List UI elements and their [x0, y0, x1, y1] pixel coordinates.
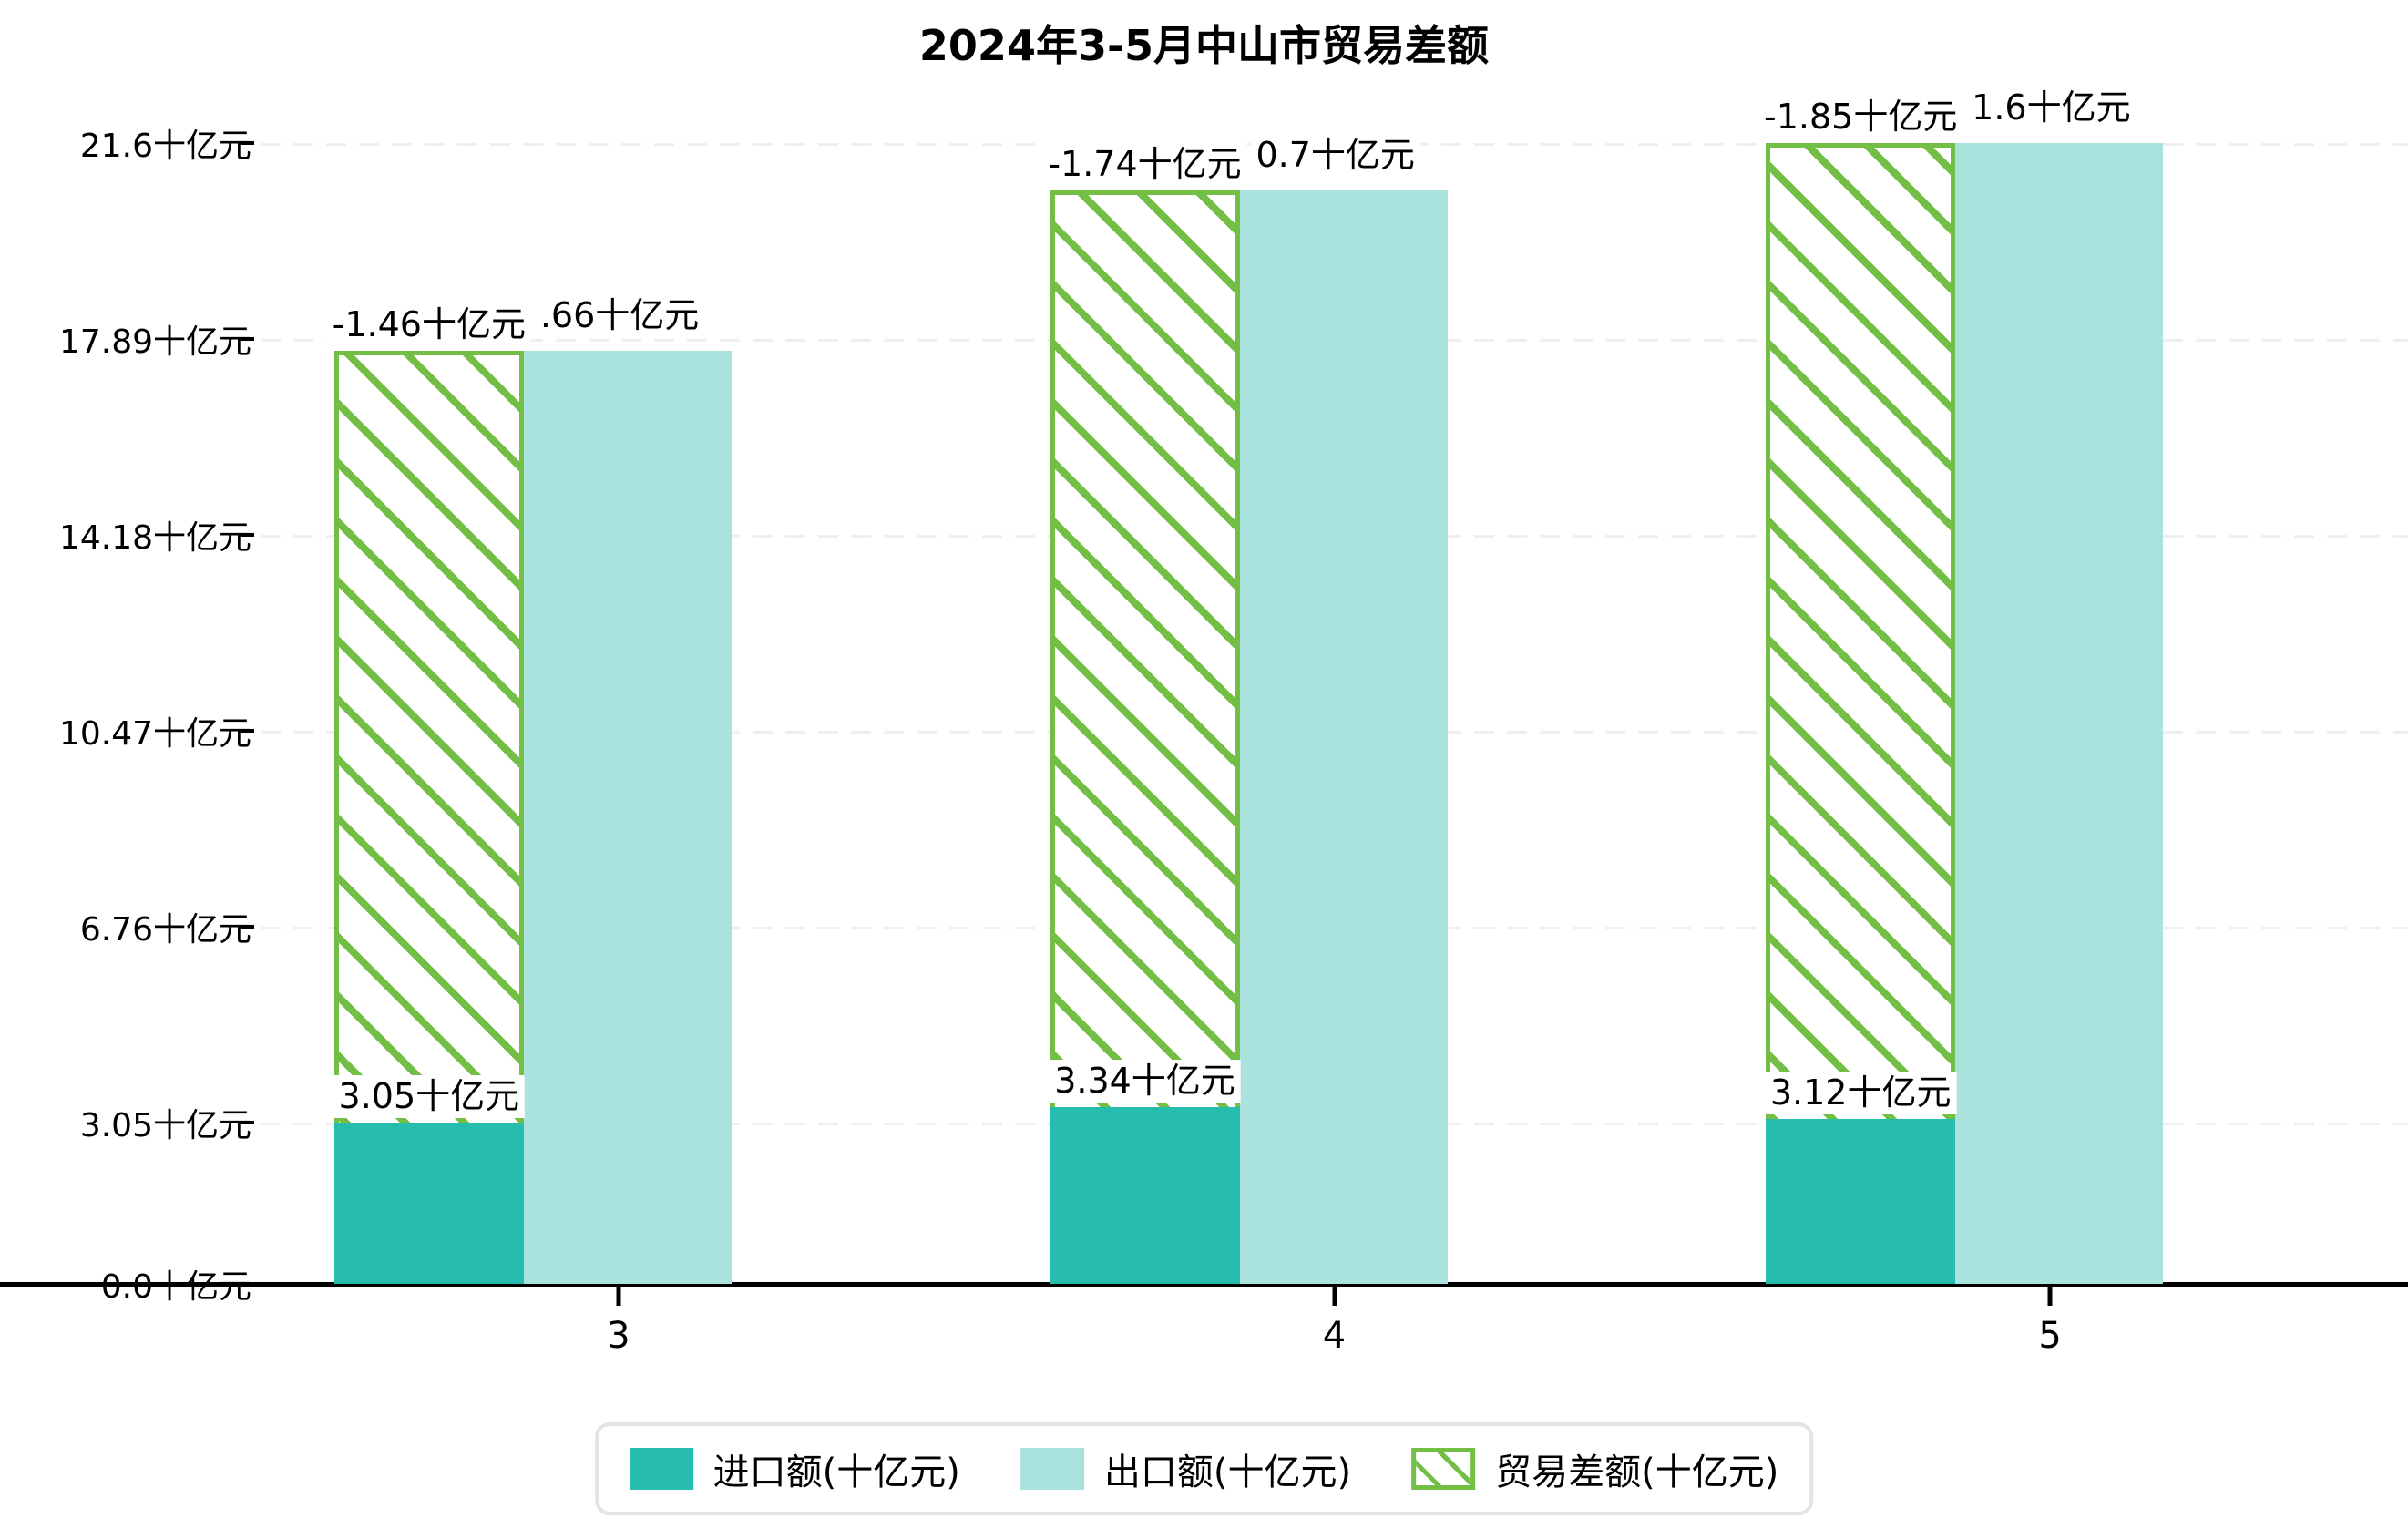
chart-legend: 进口额(十亿元) 出口额(十亿元) 贸易差额(十亿元) — [594, 1422, 1814, 1515]
legend-label-import: 进口额(十亿元) — [712, 1452, 960, 1493]
legend-item-export[interactable]: 出口额(十亿元) — [1020, 1442, 1351, 1495]
bar-import[interactable] — [1766, 1119, 1956, 1284]
legend-label-export: 出口额(十亿元) — [1103, 1452, 1352, 1493]
y-axis-tick-mark — [239, 337, 254, 342]
legend-swatch-balance-icon — [1411, 1448, 1476, 1490]
y-axis-tick-label: 6.76十亿元 — [79, 911, 251, 949]
data-label-export: 1.6十亿元 — [1966, 87, 2136, 129]
x-axis-line — [0, 1282, 2408, 1287]
y-axis-tick-label: 14.18十亿元 — [58, 519, 251, 558]
data-label-import: 3.12十亿元 — [1764, 1072, 1957, 1114]
data-label-export: .66十亿元 — [534, 294, 705, 337]
data-label-import: 3.05十亿元 — [333, 1075, 526, 1118]
data-label-trade-balance: -1.46十亿元 — [326, 303, 531, 346]
x-axis-tick-mark — [2047, 1286, 2053, 1306]
y-axis-tick-mark — [239, 141, 254, 145]
plot-area: -1.46十亿元 3.05十亿元 .66十亿元 -1.74十亿元 3.34十亿元 0.7十… — [0, 87, 2408, 1287]
x-axis-tick-mark — [616, 1286, 621, 1306]
data-label-import: 3.34十亿元 — [1049, 1060, 1241, 1103]
y-axis-tick-mark — [239, 729, 254, 734]
y-axis-tick-mark — [239, 1121, 254, 1125]
x-axis-tick-label: 4 — [1322, 1315, 1347, 1357]
legend-swatch-export-icon — [1020, 1448, 1084, 1490]
y-axis-tick-label: 17.89十亿元 — [58, 323, 251, 362]
legend-item-import[interactable]: 进口额(十亿元) — [629, 1442, 960, 1495]
y-axis-tick-label: 21.6十亿元 — [79, 128, 251, 165]
bar-export[interactable] — [1955, 143, 2164, 1284]
bar-export[interactable] — [1239, 190, 1448, 1284]
data-label-trade-balance: -1.74十亿元 — [1042, 143, 1247, 186]
chart-title: 2024年3-5月中山市贸易差额 — [918, 21, 1490, 70]
bar-import[interactable] — [333, 1123, 524, 1284]
data-label-trade-balance: -1.85十亿元 — [1757, 96, 1963, 139]
x-axis-tick-mark — [1332, 1286, 1337, 1306]
legend-label-balance: 贸易差额(十亿元) — [1495, 1452, 1779, 1493]
data-label-export: 0.7十亿元 — [1250, 134, 1420, 177]
y-axis-tick-label: 3.05十亿元 — [79, 1107, 251, 1145]
y-axis-tick-label: 10.47十亿元 — [58, 715, 251, 754]
legend-item-balance[interactable]: 贸易差额(十亿元) — [1411, 1442, 1778, 1495]
legend-swatch-import-icon — [629, 1448, 693, 1490]
x-axis-tick-label: 5 — [2038, 1315, 2062, 1357]
y-axis-tick-mark — [239, 925, 254, 929]
bar-export[interactable] — [523, 351, 732, 1284]
bar-import[interactable] — [1050, 1107, 1240, 1284]
x-axis-tick-label: 3 — [607, 1315, 630, 1357]
y-axis-tick-label: 0.0十亿元 — [100, 1268, 251, 1306]
y-axis-tick-mark — [239, 533, 254, 538]
